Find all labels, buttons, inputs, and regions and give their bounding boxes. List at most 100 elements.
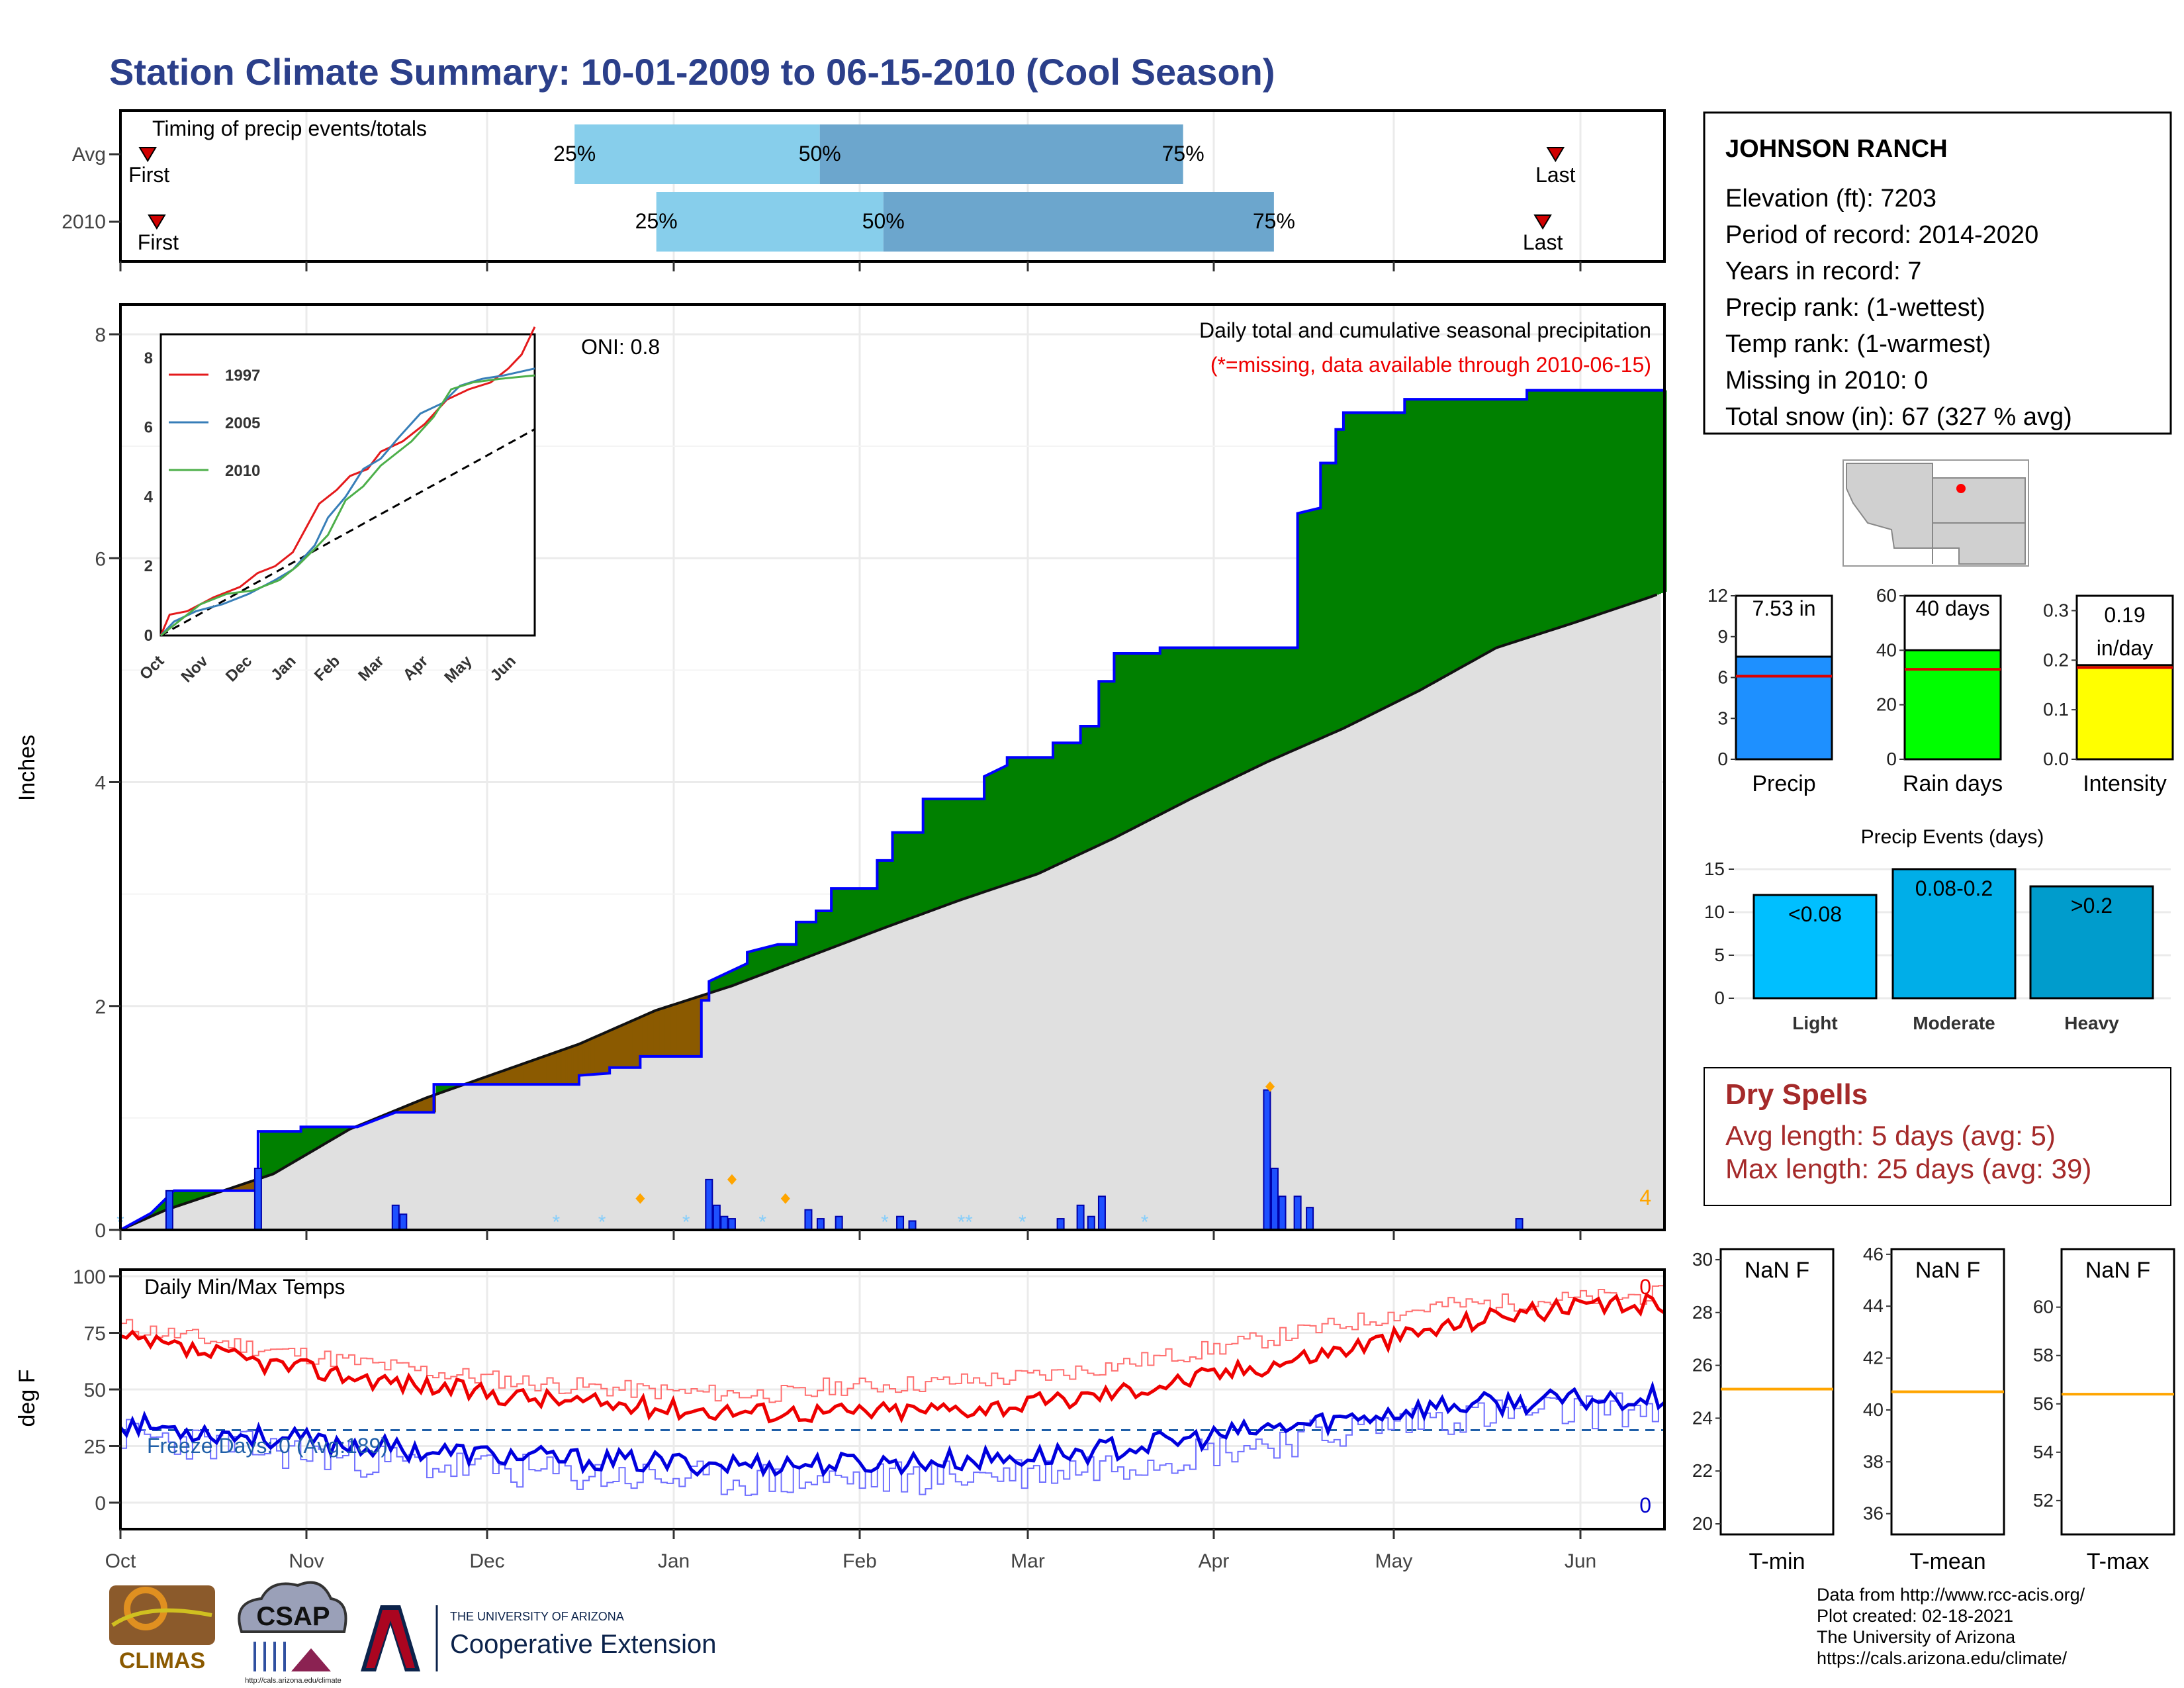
above-normal-fill xyxy=(1263,647,1266,764)
daily-precip-bar xyxy=(720,1215,729,1231)
above-normal-fill xyxy=(1340,429,1342,730)
daily-precip-bar xyxy=(1306,1207,1314,1231)
inset-y-tick: 0 xyxy=(144,627,153,645)
above-normal-fill xyxy=(1303,512,1306,746)
above-normal-fill xyxy=(1387,412,1390,707)
above-normal-fill xyxy=(175,1190,179,1207)
above-normal-fill xyxy=(1504,399,1506,645)
station-info-line: Total snow (in): 67 (327 % avg) xyxy=(1725,403,2072,431)
above-normal-fill xyxy=(1482,399,1486,655)
below-normal-fill xyxy=(623,1025,625,1068)
above-normal-fill xyxy=(1473,399,1476,661)
above-normal-fill xyxy=(1301,512,1304,747)
above-normal-fill xyxy=(1068,743,1071,860)
below-normal-fill xyxy=(672,1005,675,1056)
above-normal-fill xyxy=(1032,757,1034,876)
precip-panel-frame xyxy=(119,303,1666,1231)
above-normal-fill xyxy=(1087,726,1090,851)
above-normal-fill xyxy=(923,798,926,914)
above-normal-fill xyxy=(1028,757,1030,878)
above-normal-fill xyxy=(1209,647,1212,790)
above-normal-fill xyxy=(1370,412,1373,716)
above-normal-fill xyxy=(948,798,950,905)
missing-day-marker: * xyxy=(1019,1211,1026,1233)
credit-line: The University of Arizona xyxy=(1817,1627,2016,1647)
above-normal-fill xyxy=(1426,399,1428,687)
above-normal-fill xyxy=(1616,390,1619,608)
above-normal-fill xyxy=(1204,647,1206,793)
below-normal-fill xyxy=(668,1006,672,1056)
below-normal-fill xyxy=(613,1029,616,1068)
dry-spells-avg: Avg length: 5 days (avg: 5) xyxy=(1725,1120,2056,1151)
below-normal-fill xyxy=(580,1043,584,1076)
above-normal-fill xyxy=(290,1131,293,1164)
daily-precip-bar xyxy=(1278,1196,1287,1231)
above-normal-fill xyxy=(799,921,801,961)
above-normal-fill xyxy=(1553,390,1557,630)
above-normal-fill xyxy=(1093,726,1096,848)
above-normal-fill xyxy=(1278,647,1281,757)
above-normal-fill xyxy=(1161,647,1165,814)
above-normal-fill xyxy=(1332,463,1335,733)
missing-day-marker: * xyxy=(758,1211,766,1233)
above-normal-fill xyxy=(1366,412,1369,718)
above-normal-fill xyxy=(867,888,870,935)
above-normal-fill xyxy=(944,798,946,906)
events-y-tick: 5 xyxy=(1714,945,1725,965)
below-normal-fill xyxy=(674,1004,677,1056)
below-normal-fill xyxy=(250,1182,253,1191)
above-normal-fill xyxy=(203,1190,205,1198)
precip-events-title: Precip Events (days) xyxy=(1861,826,2044,848)
above-normal-fill xyxy=(309,1127,312,1153)
oni-annotation: ONI: 0.8 xyxy=(581,335,660,359)
below-normal-fill xyxy=(529,1061,532,1085)
below-normal-fill xyxy=(502,1070,505,1085)
temp-summary-value: NaN F xyxy=(1745,1258,1809,1283)
above-normal-fill xyxy=(1435,399,1438,682)
below-normal-fill xyxy=(621,1025,623,1068)
above-normal-fill xyxy=(319,1127,322,1147)
below-normal-fill xyxy=(634,1019,637,1068)
above-normal-fill xyxy=(1284,647,1287,755)
above-normal-fill xyxy=(864,888,866,936)
above-normal-fill xyxy=(1320,463,1323,739)
above-normal-fill xyxy=(999,769,1002,887)
above-normal-fill xyxy=(782,944,784,967)
daily-precip-bar xyxy=(908,1220,917,1231)
above-normal-fill xyxy=(1101,681,1103,845)
above-normal-fill xyxy=(997,770,1000,888)
below-normal-fill xyxy=(663,1008,666,1056)
above-normal-fill xyxy=(437,1084,440,1094)
below-normal-fill xyxy=(399,1109,402,1113)
month-tick-label: Nov xyxy=(289,1550,324,1572)
above-normal-fill xyxy=(1528,390,1531,637)
above-normal-fill xyxy=(1219,647,1222,785)
above-normal-fill xyxy=(711,980,713,993)
above-normal-fill xyxy=(787,944,790,965)
credit-line: https://cals.arizona.edu/climate/ xyxy=(1817,1648,2068,1668)
above-normal-fill xyxy=(1620,390,1623,608)
above-normal-fill xyxy=(1427,399,1430,686)
above-normal-fill xyxy=(341,1127,345,1134)
above-normal-fill xyxy=(793,944,796,963)
above-normal-fill xyxy=(1479,399,1482,658)
below-normal-fill xyxy=(430,1096,433,1113)
above-normal-fill xyxy=(808,921,811,957)
above-normal-fill xyxy=(1125,653,1128,833)
daily-precip-bar xyxy=(727,1218,736,1231)
above-normal-fill xyxy=(952,798,954,904)
below-normal-fill xyxy=(670,1006,674,1056)
below-normal-fill xyxy=(686,1000,689,1056)
above-normal-fill xyxy=(1158,653,1161,816)
above-normal-fill xyxy=(271,1131,274,1175)
above-normal-fill xyxy=(1450,399,1453,674)
below-normal-fill xyxy=(472,1082,475,1085)
below-normal-fill xyxy=(558,1051,561,1085)
above-normal-fill xyxy=(1001,768,1004,886)
above-normal-fill xyxy=(1257,647,1260,767)
month-tick-label: Mar xyxy=(1011,1550,1045,1572)
precip-y-tick: 0 xyxy=(95,1220,106,1242)
above-normal-fill xyxy=(819,910,823,953)
above-normal-fill xyxy=(995,771,998,888)
below-normal-fill xyxy=(554,1053,557,1085)
